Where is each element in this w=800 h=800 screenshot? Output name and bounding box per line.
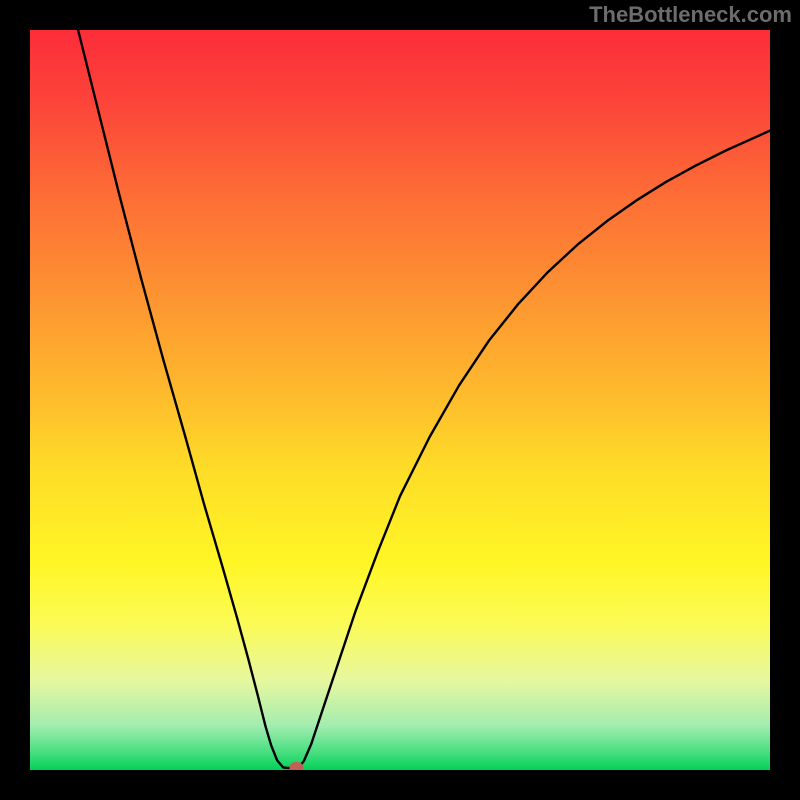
- chart-background: [30, 30, 770, 770]
- chart-svg: [30, 30, 770, 770]
- watermark-text: TheBottleneck.com: [589, 2, 792, 28]
- chart-plot-area: [30, 30, 770, 770]
- chart-container: TheBottleneck.com: [0, 0, 800, 800]
